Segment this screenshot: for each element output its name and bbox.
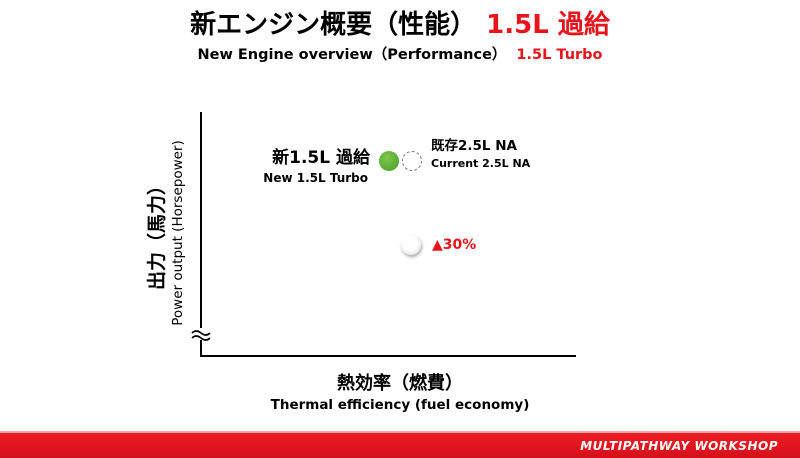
page-title-highlight: 1.5L 過給 xyxy=(486,10,610,40)
page-title: 新エンジン概要（性能） 1.5L 過給 xyxy=(0,8,800,42)
page-subtitle-main: New Engine overview（Performance） xyxy=(197,47,507,63)
improvement-label: ▲30% xyxy=(432,237,477,253)
current-engine-point xyxy=(402,151,422,171)
x-axis-line xyxy=(200,355,576,357)
footer-stripe xyxy=(0,431,800,433)
y-axis-label-en: Power output (Horsepower) xyxy=(170,140,186,326)
new-engine-label-jp: 新1.5L 過給 xyxy=(272,148,370,168)
page-subtitle-highlight: 1.5L Turbo xyxy=(516,47,603,63)
axis-break-icon xyxy=(190,328,212,341)
new-engine-label-en: New 1.5L Turbo xyxy=(263,171,368,185)
current-engine-label-jp: 既存2.5L NA xyxy=(431,138,517,154)
footer-bar xyxy=(0,433,800,458)
x-axis-label-en: Thermal efficiency (fuel economy) xyxy=(270,397,530,413)
x-axis-label-jp: 熱効率（燃費） xyxy=(337,373,463,394)
y-axis-label-jp: 出力（馬力） xyxy=(146,176,168,291)
new-engine-point xyxy=(379,151,399,171)
y-axis-line xyxy=(200,112,202,357)
footer-brand: Multipathway Workshop xyxy=(580,439,778,453)
page-subtitle: New Engine overview（Performance） 1.5L Tur… xyxy=(0,44,800,66)
current-engine-label-en: Current 2.5L NA xyxy=(431,157,531,170)
page-title-main: 新エンジン概要（性能） xyxy=(190,10,477,40)
improvement-point xyxy=(401,235,421,255)
